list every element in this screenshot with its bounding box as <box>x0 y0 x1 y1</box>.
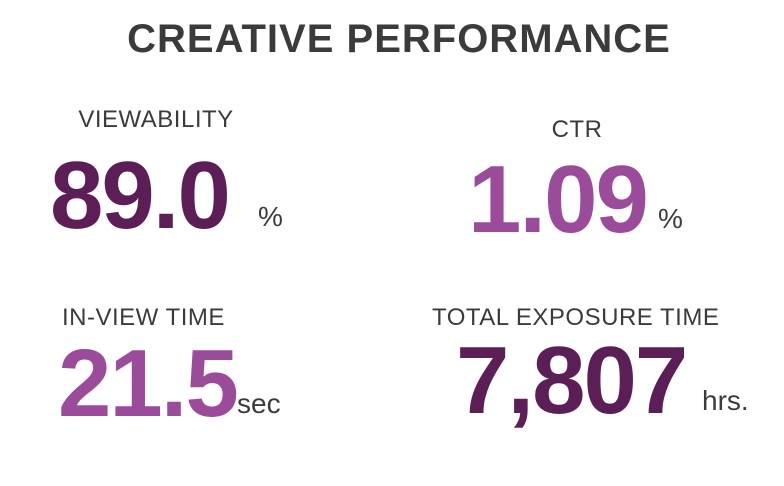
metric-label: IN-VIEW TIME <box>62 304 225 331</box>
metric-value: 21.5 <box>58 330 237 437</box>
metric-value: 7,807 <box>456 327 686 434</box>
metric-unit: sec <box>237 388 281 419</box>
metric-unit: % <box>258 201 283 232</box>
panel-title: CREATIVE PERFORMANCE <box>127 17 671 61</box>
metric-label: TOTAL EXPOSURE TIME <box>432 304 719 331</box>
metric-value: 1.09 <box>468 146 647 253</box>
metric-unit: % <box>658 203 683 234</box>
metric-label: CTR <box>552 116 603 143</box>
metric-value: 89.0 <box>50 142 229 249</box>
metric-unit: hrs. <box>702 385 749 416</box>
metric-label: VIEWABILITY <box>78 106 233 133</box>
